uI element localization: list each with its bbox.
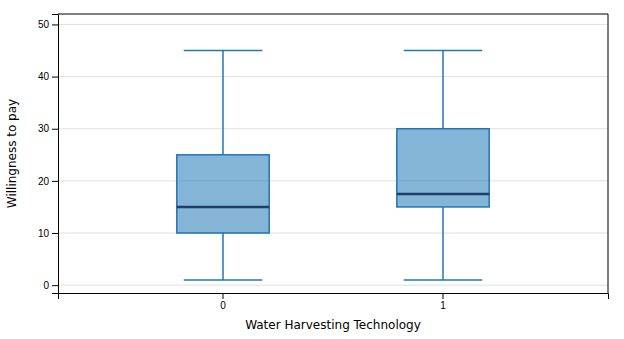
y-tick-mark [52,181,58,182]
y-tick-mark [52,285,58,286]
y-tick: 0 [43,280,58,291]
y-axis: 0 10 20 30 40 50 [38,15,59,294]
y-tick-label: 20 [38,176,50,187]
grid-line [58,76,608,77]
cap-low [404,279,483,281]
frame-right [608,14,609,293]
y-tick-label: 50 [38,19,50,30]
grid-line [58,233,608,234]
grid-line [58,24,608,25]
cap-high [404,50,483,52]
x-tick-label: 0 [220,300,226,311]
cap-low [184,279,263,281]
x-tick-mark [443,293,444,299]
y-tick-label: 30 [38,123,50,134]
cap-high [184,50,263,52]
marks [177,51,489,280]
y-tick: 10 [38,228,58,239]
y-tick: 50 [38,19,58,30]
y-tick-mark [52,24,58,25]
x-axis: 01 [59,293,609,311]
whisker-high [222,51,224,155]
y-axis-line [52,15,59,294]
whisker-high [442,51,444,129]
x-axis-line [59,294,609,300]
grid-line [58,128,608,129]
chart: 0102030405001Water Harvesting Technology… [0,0,624,339]
box [177,155,269,233]
box-group [177,51,269,280]
median [397,193,489,196]
plot: 0102030405001 [38,14,609,311]
x-tick-mark [223,293,224,299]
whisker-low [222,233,224,280]
y-tick-mark [52,233,58,234]
grid [58,24,608,285]
y-tick: 40 [38,71,58,82]
grid-line [58,180,608,181]
x-tick-label: 1 [440,300,446,311]
frame-top [58,14,608,15]
box [397,129,489,207]
y-tick-label: 40 [38,71,50,82]
y-tick-mark [52,77,58,78]
y-tick: 20 [38,176,58,187]
y-tick-mark [52,129,58,130]
y-tick: 30 [38,123,58,134]
whisker-low [442,207,444,280]
grid-line [58,285,608,286]
box-group [397,51,489,280]
x-tick: 0 [220,293,226,311]
x-tick: 1 [440,293,446,311]
y-tick-label: 10 [38,228,50,239]
x-axis-title: Water Harvesting Technology [245,318,421,332]
median [177,206,269,209]
y-axis-title: Willingness to pay [5,99,19,208]
y-tick-label: 0 [43,280,49,291]
